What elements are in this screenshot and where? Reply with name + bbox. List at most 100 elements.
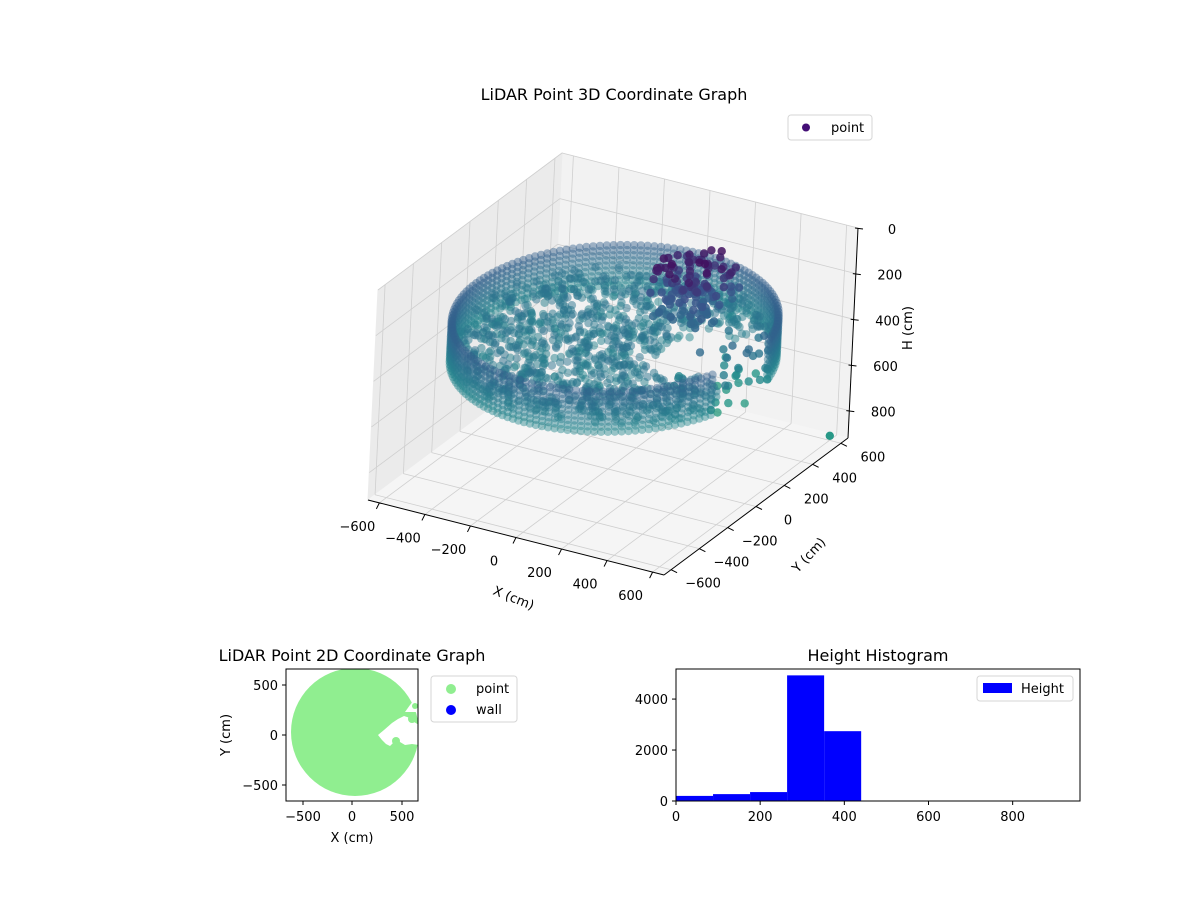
point-marker — [658, 412, 667, 422]
point-marker — [573, 291, 583, 300]
point-marker — [598, 413, 607, 422]
point-marker — [689, 406, 699, 415]
point-marker — [597, 336, 606, 346]
point-marker — [514, 330, 523, 339]
point-marker — [768, 339, 777, 348]
point-marker — [772, 298, 781, 308]
point-marker — [645, 409, 654, 419]
point-marker — [457, 354, 467, 363]
point-marker — [590, 412, 600, 421]
point-marker — [521, 392, 530, 402]
plot-3d-xtick: −400 — [385, 531, 421, 546]
point-marker — [752, 321, 762, 330]
point-marker — [551, 409, 560, 418]
point-marker — [584, 412, 593, 421]
point-marker — [639, 385, 649, 394]
point-marker — [567, 311, 576, 320]
point-marker — [512, 280, 521, 289]
point-marker — [605, 392, 614, 401]
point-marker — [609, 246, 618, 255]
point-marker — [454, 371, 463, 380]
point-marker — [527, 325, 536, 334]
point-marker — [493, 398, 503, 408]
point-marker — [447, 369, 456, 379]
point-marker — [617, 422, 627, 431]
point-marker — [469, 350, 479, 359]
plot-3d-ztick: 600 — [873, 360, 898, 375]
point-marker — [761, 363, 770, 373]
point-marker — [773, 322, 782, 331]
point-marker — [463, 349, 473, 358]
point-marker — [532, 277, 541, 286]
point-marker — [748, 351, 758, 361]
point-marker — [445, 354, 455, 363]
point-marker — [448, 336, 457, 345]
point-marker — [561, 260, 570, 269]
point-marker — [484, 399, 493, 408]
point-marker — [447, 336, 456, 345]
point-marker — [690, 396, 699, 405]
histogram-bar — [676, 795, 714, 801]
point-marker — [463, 325, 473, 334]
point-marker — [471, 289, 480, 298]
point-marker — [710, 308, 720, 318]
point-marker — [677, 409, 686, 418]
point-marker — [446, 366, 455, 376]
point-marker — [773, 317, 783, 326]
point-marker — [768, 312, 778, 322]
point-marker — [665, 270, 674, 279]
point-marker — [472, 279, 481, 288]
plot-2d-legend-point: point — [476, 682, 509, 697]
point-marker — [754, 296, 763, 305]
point-marker — [632, 413, 642, 422]
point-marker — [700, 259, 710, 269]
point-marker — [537, 421, 547, 431]
point-marker — [540, 298, 549, 307]
point-marker — [487, 278, 497, 288]
point-marker — [654, 308, 663, 317]
point-marker — [447, 317, 456, 326]
point-marker — [734, 363, 743, 373]
point-marker — [662, 329, 671, 338]
point-marker — [712, 291, 721, 301]
plot-3d-zlabel: H (cm) — [901, 306, 916, 350]
point-marker — [769, 297, 778, 307]
point-marker — [460, 351, 469, 361]
point-marker — [719, 311, 729, 320]
point-marker — [446, 361, 456, 371]
point-marker — [696, 389, 705, 398]
point-marker — [481, 362, 490, 371]
point-marker — [591, 418, 600, 427]
point-marker — [771, 338, 780, 347]
point-marker — [460, 356, 469, 366]
point-marker — [773, 333, 782, 342]
point-marker — [763, 284, 773, 293]
point-marker — [504, 397, 513, 407]
point-marker — [769, 356, 778, 365]
point-marker — [455, 356, 464, 365]
point-marker — [770, 336, 779, 345]
point-marker — [505, 372, 514, 381]
point-marker — [564, 410, 573, 419]
point-marker — [545, 392, 554, 402]
point-marker — [643, 246, 652, 255]
point-marker — [771, 300, 780, 310]
point-marker — [521, 325, 530, 335]
plot-3d-xtick: 400 — [573, 578, 598, 593]
point-marker — [665, 396, 674, 406]
point-marker — [499, 375, 509, 385]
point-marker — [471, 294, 480, 303]
point-marker — [679, 375, 688, 385]
point-marker — [579, 277, 588, 287]
point-marker — [610, 276, 620, 285]
point-marker — [758, 278, 767, 288]
point-marker — [448, 323, 457, 332]
point-marker — [494, 393, 503, 403]
point-marker — [501, 335, 510, 344]
point-marker — [642, 301, 651, 311]
point-marker — [595, 241, 605, 251]
point-marker — [763, 346, 773, 355]
point-marker — [487, 283, 497, 293]
point-marker — [497, 264, 507, 273]
